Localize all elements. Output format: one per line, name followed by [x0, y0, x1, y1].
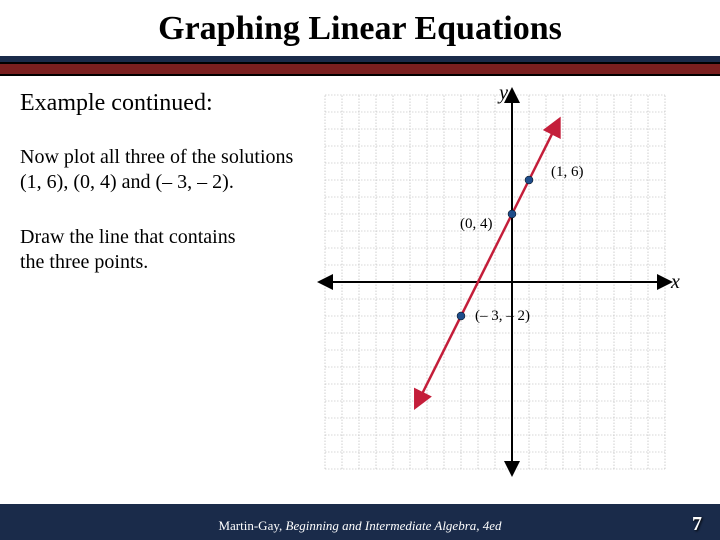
content-area: Example continued: Now plot all three of…: [0, 76, 720, 504]
footer: Martin-Gay, Beginning and Intermediate A…: [0, 518, 720, 534]
paragraph-2: Draw the line that contains the three po…: [20, 225, 250, 275]
title-bar: Graphing Linear Equations: [0, 0, 720, 62]
graph: y x (1, 6) (0, 4) (– 3, – 2): [312, 76, 692, 476]
footer-author: Martin-Gay,: [218, 518, 285, 533]
footer-book-title: Beginning and Intermediate Algebra, 4ed: [286, 518, 502, 533]
svg-text:(1, 6): (1, 6): [551, 164, 584, 180]
svg-text:(– 3, – 2): (– 3, – 2): [475, 308, 530, 324]
svg-text:(0, 4): (0, 4): [460, 216, 493, 232]
svg-text:y: y: [497, 82, 508, 104]
svg-text:x: x: [670, 271, 680, 293]
accent-bar: [0, 62, 720, 76]
paragraph-1: Now plot all three of the solutions (1, …: [20, 145, 310, 195]
slide-title: Graphing Linear Equations: [0, 10, 720, 48]
graph-svg: y x (1, 6) (0, 4) (– 3, – 2): [312, 76, 692, 486]
page-number: 7: [692, 513, 702, 536]
